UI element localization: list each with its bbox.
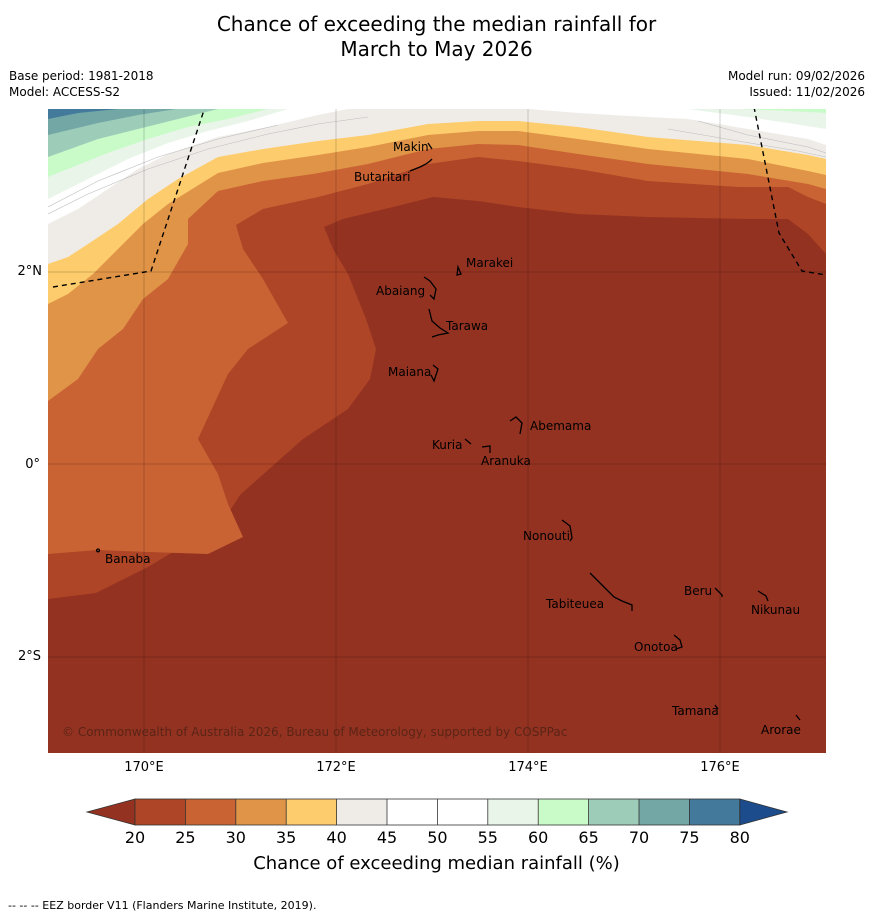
colorbar-title: Chance of exceeding median rainfall (%) (253, 853, 620, 874)
colorbar-tick-50: 50 (427, 828, 448, 847)
colorbar-tick-65: 65 (578, 828, 599, 847)
issued-date: Issued: 11/02/2026 (749, 85, 865, 99)
colorbar-35-40 (286, 799, 337, 825)
kuria-atoll (464, 438, 472, 445)
gridlines (48, 109, 826, 753)
label-nonouti: Nonouti (523, 529, 570, 543)
label-arorae: Arorae (761, 723, 801, 737)
lat-label-equator: 0° (25, 457, 40, 472)
eez-borders (52, 109, 826, 288)
label-makin: Makin (393, 140, 429, 154)
colorbar-25-30 (185, 799, 236, 825)
tabiteuea-atoll (589, 572, 633, 611)
abemama-atoll (509, 416, 523, 435)
colorbar-30-35 (235, 799, 287, 825)
tamana-island (714, 704, 719, 710)
colorbar-tick-20: 20 (124, 828, 146, 847)
label-aranuka: Aranuka (481, 454, 531, 468)
butaritari-atoll (409, 158, 433, 172)
band-20-25 (48, 109, 826, 599)
colorbar-50-55 (437, 799, 488, 825)
label-maiana: Maiana (388, 365, 431, 379)
band-70-75 (48, 109, 176, 135)
lat-label-2n: 2°N (17, 264, 43, 279)
band-55-60-east (688, 109, 826, 129)
colorbar-tick-60: 60 (528, 828, 549, 847)
label-tabiteuea: Tabiteuea (545, 597, 604, 611)
title-line-2: March to May 2026 (340, 37, 533, 61)
arorae-island (795, 714, 801, 721)
colorbar-70-75 (639, 799, 690, 825)
colorbar-extend-low (85, 798, 136, 826)
colorbar-tick-55: 55 (477, 828, 498, 847)
eez-footnote: -- -- -- EEZ border V11 (Flanders Marine… (8, 899, 317, 912)
band-25-30-pocket (48, 479, 130, 552)
lon-label-174e: 174°E (508, 760, 548, 775)
colorbar-tick-25: 25 (175, 828, 196, 847)
label-marakei: Marakei (466, 256, 513, 270)
nikunau-atoll (757, 590, 769, 602)
band-75-80 (48, 109, 118, 119)
label-onotoa: Onotoa (634, 640, 678, 654)
model-run-date: Model run: 09/02/2026 (727, 69, 865, 83)
colorbar (85, 798, 789, 826)
band-25-30 (48, 109, 826, 554)
colorbar-tick-75: 75 (679, 828, 700, 847)
label-tarawa: Tarawa (445, 319, 488, 333)
base-period: Base period: 1981-2018 (9, 69, 154, 83)
colorbar-55-60 (487, 799, 539, 825)
map-title: Chance of exceeding the median rainfall … (0, 12, 873, 62)
band-35-40 (48, 109, 826, 304)
lon-label-170e: 170°E (124, 760, 164, 775)
colorbar-20-25 (135, 799, 186, 825)
colorbar-tick-40: 40 (326, 828, 347, 847)
colorbar-tick-80: 80 (729, 828, 750, 847)
colorbar-60-65 (538, 799, 589, 825)
onotoa-atoll (673, 634, 683, 650)
label-nikunau: Nikunau (751, 603, 800, 617)
label-abemama: Abemama (530, 419, 591, 433)
abaiang-atoll (423, 276, 437, 301)
lat-label-2s: 2°S (17, 649, 41, 664)
title-line-1: Chance of exceeding the median rainfall … (216, 12, 657, 36)
tarawa-atoll (428, 308, 450, 338)
island-outlines (96, 142, 801, 721)
aranuka-atoll (481, 445, 491, 453)
makin-atoll (427, 142, 433, 150)
band-40-45 (48, 109, 826, 264)
band-30-35 (48, 109, 826, 401)
band-60-65-east (738, 109, 826, 113)
colorbar-tick-35: 35 (276, 828, 297, 847)
beru-atoll (714, 587, 723, 597)
maiana-atoll (430, 364, 439, 383)
label-tamana: Tamana (671, 704, 719, 718)
colorbar-tick-45: 45 (376, 828, 398, 847)
colorbar-extend-high (739, 798, 789, 826)
meta-right: Model run: 09/02/2026 Issued: 11/02/2026 (728, 68, 865, 100)
lon-label-176e: 176°E (700, 760, 740, 775)
colorbar-75-80 (689, 799, 740, 825)
label-banaba: Banaba (105, 552, 151, 566)
rainfall-map[interactable]: Makin Butaritari Marakei Abaiang Tarawa … (48, 109, 826, 753)
nonouti-atoll (561, 519, 573, 542)
copyright-text: © Commonwealth of Australia 2026, Bureau… (62, 725, 567, 739)
label-beru: Beru (684, 584, 712, 598)
banaba-island (96, 548, 101, 553)
colorbar-40-45 (336, 799, 387, 825)
colorbar-45-50 (387, 799, 438, 825)
model-name: Model: ACCESS-S2 (9, 85, 121, 99)
label-kuria: Kuria (432, 438, 463, 452)
colorbar-65-70 (588, 799, 639, 825)
label-butaritari: Butaritari (354, 170, 411, 184)
contour-lines (48, 116, 826, 215)
colorbar-tick-30: 30 (225, 828, 246, 847)
colorbar-dividers (134, 798, 741, 826)
colorbar-tick-70: 70 (628, 828, 650, 847)
meta-left: Base period: 1981-2018 Model: ACCESS-S2 (9, 68, 154, 100)
marakei-atoll (456, 264, 462, 276)
label-abaiang: Abaiang (376, 284, 425, 298)
lon-label-172e: 172°E (316, 760, 356, 775)
island-labels: Makin Butaritari Marakei Abaiang Tarawa … (105, 140, 801, 737)
